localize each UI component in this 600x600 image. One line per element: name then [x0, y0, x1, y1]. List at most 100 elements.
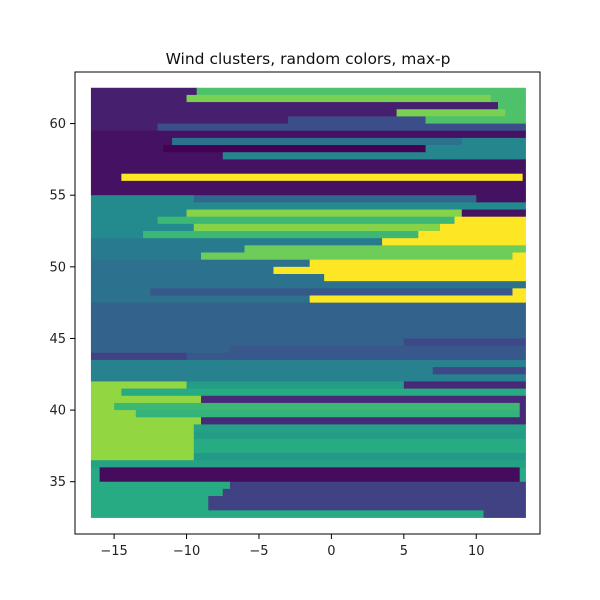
cluster-segment: [425, 116, 526, 124]
cluster-segment: [519, 410, 526, 418]
cluster-segment: [172, 137, 463, 146]
cluster-segment: [90, 388, 122, 397]
cluster-segment: [193, 431, 526, 440]
cluster-segment: [193, 424, 526, 432]
cluster-segment: [244, 245, 526, 253]
cluster-segment: [90, 460, 526, 468]
cluster-segment: [201, 417, 526, 425]
cluster-segment: [222, 488, 526, 497]
cluster-segment: [90, 188, 526, 196]
cluster-segment: [505, 109, 526, 117]
cluster-segment: [193, 453, 526, 461]
cluster-segment: [309, 259, 526, 268]
y-tick-label: 45: [49, 332, 66, 347]
cluster-segment: [186, 94, 492, 103]
cluster-segment: [324, 273, 526, 282]
cluster-segment: [512, 288, 526, 296]
cluster-segment: [418, 231, 526, 239]
cluster-segment: [143, 231, 419, 239]
cluster-segment: [99, 474, 521, 483]
cluster-segment: [90, 238, 383, 246]
cluster-segment: [396, 109, 506, 117]
cluster-segment: [90, 510, 484, 518]
cluster-segment: [295, 367, 434, 375]
cluster-segment: [90, 395, 202, 404]
cluster-segment: [90, 145, 164, 153]
cluster-segment: [90, 130, 526, 139]
cluster-segment: [193, 445, 526, 454]
cluster-segment: [90, 216, 158, 225]
cluster-segment: [90, 231, 144, 239]
cluster-segment: [121, 173, 524, 182]
cluster-segment: [90, 116, 289, 124]
x-tick-label: −5: [249, 544, 268, 559]
cluster-segment: [90, 402, 115, 411]
cluster-segment: [135, 410, 521, 418]
cluster-segment: [90, 288, 151, 296]
cluster-segment: [90, 259, 311, 268]
cluster-segment: [201, 252, 513, 261]
cluster-segment: [461, 209, 526, 218]
cluster-segment: [99, 467, 521, 475]
x-tick-label: −10: [173, 544, 200, 559]
cluster-segment: [208, 496, 526, 504]
cluster-segment: [519, 402, 526, 411]
cluster-segment: [201, 395, 526, 404]
x-tick-label: −15: [100, 544, 127, 559]
cluster-segment: [490, 94, 526, 103]
cluster-segment: [483, 510, 526, 518]
cluster-segment: [309, 295, 526, 304]
cluster-segment: [90, 488, 224, 497]
cluster-segment: [90, 496, 209, 504]
cluster-segment: [90, 87, 198, 96]
cluster-segment: [186, 352, 526, 361]
cluster-segment: [90, 123, 158, 132]
cluster-segment: [382, 238, 526, 246]
cluster-segment: [90, 352, 187, 361]
cluster-segment: [90, 359, 526, 368]
cluster-segment: [90, 381, 187, 389]
cluster-segment: [440, 223, 526, 232]
cluster-segment: [90, 159, 526, 167]
cluster-segment: [454, 216, 526, 225]
cluster-segment: [90, 94, 187, 103]
cluster-segment: [90, 202, 526, 210]
cluster-segment: [476, 195, 526, 203]
cluster-segment: [157, 123, 526, 132]
y-tick-label: 55: [49, 189, 66, 204]
cluster-segment: [90, 438, 195, 447]
cluster-segment: [90, 417, 202, 425]
x-axis: −15 −10 −5 0 5 10: [100, 534, 485, 559]
y-tick-label: 35: [49, 475, 66, 490]
cluster-segment: [208, 503, 526, 511]
cluster-segment: [90, 481, 231, 490]
cluster-segment: [287, 116, 426, 124]
cluster-segment: [90, 338, 405, 347]
cluster-segment: [403, 381, 526, 389]
x-tick-label: 0: [327, 544, 335, 559]
cluster-segment: [90, 302, 526, 311]
cluster-segment: [90, 316, 526, 325]
cluster-segment: [90, 166, 526, 175]
cluster-segment: [90, 445, 195, 454]
axes-frame: [74, 71, 541, 535]
cluster-segment: [519, 474, 526, 483]
y-tick-label: 40: [49, 404, 66, 419]
cluster-segment: [90, 309, 526, 318]
x-tick-label: 10: [468, 544, 485, 559]
cluster-segment: [90, 273, 325, 282]
cluster-segment: [186, 381, 405, 389]
cluster-segment: [193, 223, 441, 232]
cluster-segment: [90, 503, 209, 511]
cluster-segment: [90, 331, 526, 339]
cluster-segment: [193, 195, 477, 203]
cluster-segment: [90, 109, 397, 117]
cluster-segment: [150, 288, 513, 296]
cluster-segment: [186, 209, 463, 218]
cluster-segment: [230, 481, 526, 490]
cluster-segment: [90, 467, 101, 475]
plot-area: [90, 87, 526, 518]
y-tick-label: 50: [49, 260, 66, 275]
y-tick-label: 60: [49, 117, 66, 132]
